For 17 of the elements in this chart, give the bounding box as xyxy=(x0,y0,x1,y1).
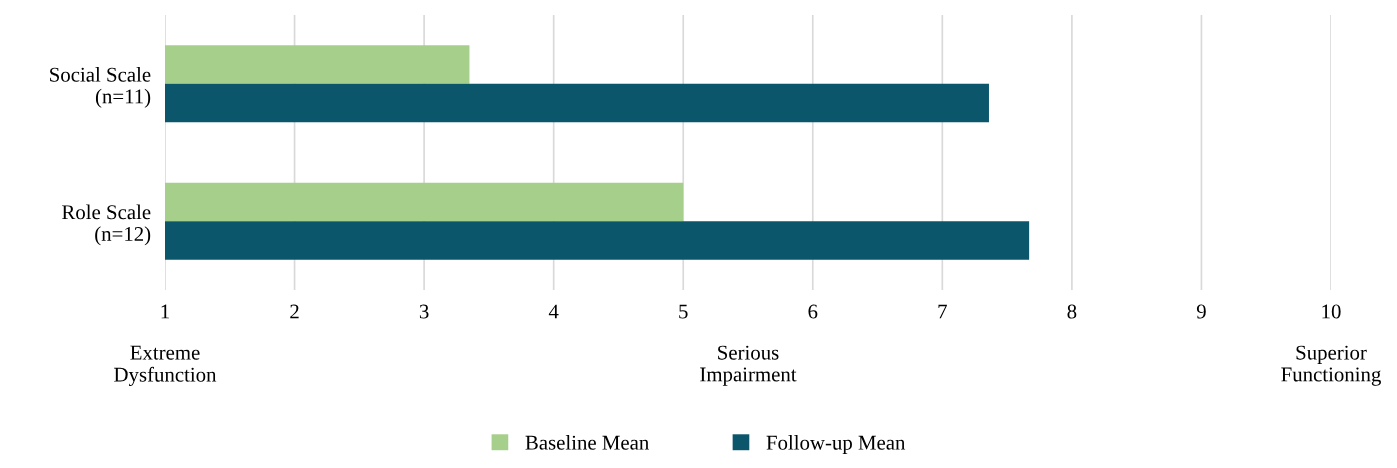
text: Superior Functioning xyxy=(1281,345,1381,386)
x-tick-label: 2 xyxy=(290,304,299,319)
x-tick-label: 9 xyxy=(1196,304,1206,319)
text: Extreme Dysfunction xyxy=(114,345,217,386)
text: Serious Impairment xyxy=(700,345,797,386)
x-tick-label: 7 xyxy=(938,304,947,319)
y-tick-label: Role Scale (n=12) xyxy=(62,204,151,246)
x-tick-label: 1 xyxy=(161,304,169,319)
y-tick-label: Social Scale (n=11) xyxy=(50,67,151,108)
x-tick-label: 10 xyxy=(1322,304,1341,319)
x-tick-label: 5 xyxy=(679,304,688,319)
legend-label: Follow-up Mean xyxy=(766,435,906,454)
x-tick-label: 6 xyxy=(808,304,818,319)
legend-label: Baseline Mean xyxy=(525,435,649,450)
x-tick-label: 8 xyxy=(1067,304,1077,319)
x-tick-label: 4 xyxy=(548,304,559,319)
x-tick-label: 3 xyxy=(419,304,429,319)
